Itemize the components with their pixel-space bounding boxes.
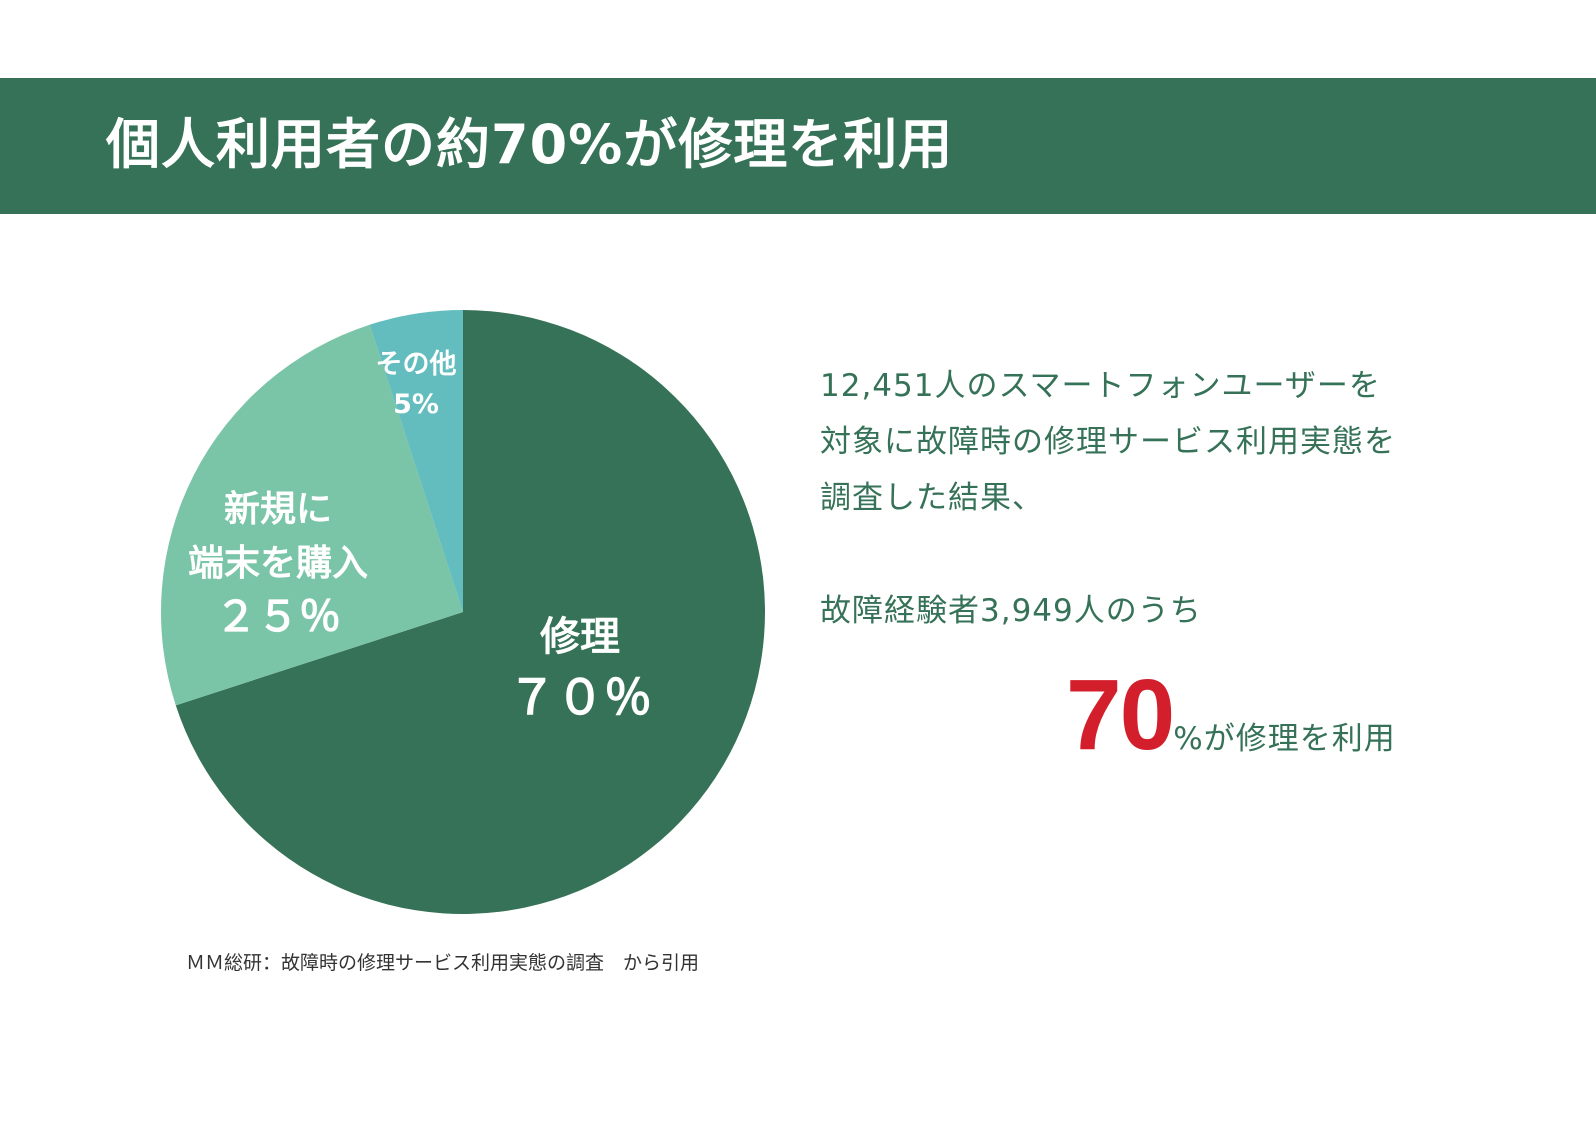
highlight-suffix: %が修理を利用 bbox=[1173, 721, 1396, 757]
description-line-1: 12,451人のスマートフォンユーザーを bbox=[820, 368, 1381, 404]
highlight-stat: 70%が修理を利用 bbox=[1066, 660, 1396, 770]
description-sub-line: 故障経験者3,949人のうち bbox=[820, 593, 1202, 629]
description-line-3: 調査した結果、 bbox=[820, 480, 1044, 516]
pie-slice-2 bbox=[369, 310, 463, 612]
pie-slice-label-0-0: 修理 bbox=[540, 614, 620, 660]
pie-slice-label-2-0: その他 bbox=[376, 349, 457, 380]
pie-slice-0 bbox=[175, 310, 765, 915]
pie-slice-label-1-0: 新規に bbox=[224, 489, 332, 530]
highlight-number: 70 bbox=[1066, 659, 1175, 771]
pie-slice-value-1: ２５％ bbox=[215, 592, 341, 641]
pie-slice-value-0: ７０％ bbox=[508, 670, 652, 726]
description-line-2: 対象に故障時の修理サービス利用実態を bbox=[820, 424, 1396, 460]
source-citation: ＭＭ総研：故障時の修理サービス利用実態の調査 から引用 bbox=[186, 952, 700, 974]
pie-slice-label-1-1: 端末を購入 bbox=[188, 543, 368, 584]
pie-slice-value-2: 5% bbox=[393, 389, 439, 420]
pie-slice-1 bbox=[161, 324, 463, 706]
page-title: 個人利用者の約70%が修理を利用 bbox=[106, 113, 954, 176]
title-band bbox=[0, 78, 1596, 214]
